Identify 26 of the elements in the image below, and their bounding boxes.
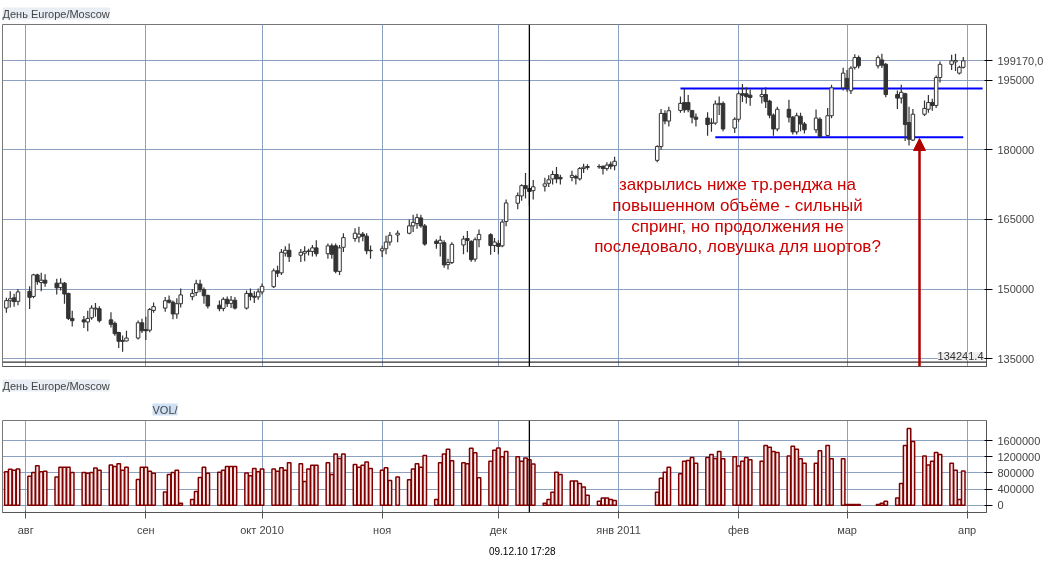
y-tick-label: 0 [997,499,1004,512]
y-tick-label: 1200000 [997,450,1041,463]
y-tick-label: 1600000 [997,434,1041,447]
ref-line-label: 134241.4 [937,350,984,363]
x-tick-label: янв 2011 [596,523,641,536]
y-tick-label: 195000 [997,74,1035,87]
y-tick-label: 180000 [997,143,1035,156]
annotation: закрылись ниже тр.ренджа на повышенном объёме - сильный спринг, но продолжения не последовало, ловушка для шортов? [594,174,881,257]
x-tick-label: сен [136,523,155,536]
chart-title: День Europe/Moscow [2,379,110,392]
x-tick-label: окт 2010 [240,523,284,536]
chart-title: День Europe/Moscow [2,7,110,20]
x-tick-label: апр [958,523,977,536]
x-tick-label: дек [489,523,508,536]
ref-line-label: 09.12.10 17:28 [488,545,557,557]
x-tick-label: мар [837,523,857,536]
chart-subtitle: VOL/ [152,403,179,416]
y-tick-label: 165000 [997,213,1035,226]
y-tick-label: 135000 [997,352,1035,365]
y-tick-label: 400000 [997,483,1035,496]
x-tick-label: фев [728,523,750,536]
x-tick-label: ноя [373,523,392,536]
y-tick-label: 150000 [997,283,1035,295]
x-tick-label: авг [17,523,34,536]
y-tick-label: 199170,0 [997,54,1044,67]
y-tick-label: 800000 [997,466,1035,479]
